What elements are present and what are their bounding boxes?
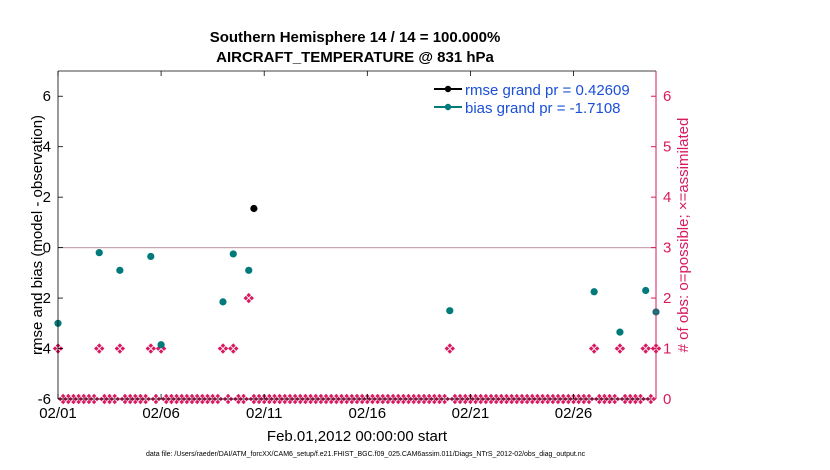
x-tick-label: 02/16 — [349, 405, 387, 422]
obs-count-point-cross — [616, 345, 624, 352]
obs-count-point-cross — [590, 345, 598, 352]
legend-bias-marker — [444, 103, 452, 111]
legend-bias-label: bias grand pr = -1.7108 — [465, 100, 621, 117]
bias-point — [95, 249, 103, 257]
y2-axis-label: # of obs: o=possible; ×=assimilated — [675, 118, 692, 353]
obs-count-point-cross — [642, 345, 650, 352]
bias-point — [157, 341, 165, 349]
y-tick-label: -2 — [38, 290, 51, 307]
obs-count-point-cross — [95, 345, 103, 352]
y2-tick-label: 6 — [663, 88, 671, 105]
y-tick-label: -6 — [38, 391, 51, 408]
x-tick-label: 02/11 — [246, 405, 282, 422]
y2-tick-label: 2 — [663, 290, 671, 307]
obs-count-point-cross — [229, 345, 237, 352]
y2-tick-label: 1 — [663, 341, 671, 358]
bias-point — [116, 266, 124, 274]
obs-count-point-cross — [116, 345, 124, 352]
obs-count-point-cross — [147, 345, 155, 352]
y2-tick-label: 0 — [663, 391, 671, 408]
bias-point — [616, 328, 624, 336]
y-tick-label: 0 — [43, 240, 51, 257]
y2-axis-ticks: 0 1 2 3 4 5 6 — [651, 88, 671, 408]
data-file-footer: data file: /Users/raeder/DAI/ATM_forcXX/… — [146, 451, 586, 458]
y2-tick-label: 4 — [663, 189, 671, 206]
legend-rmse-label: rmse grand pr = 0.42609 — [465, 82, 630, 99]
bias-point — [229, 250, 237, 258]
y2-tick-label: 3 — [663, 240, 671, 257]
bias-point — [642, 286, 650, 295]
obs-count-point-cross — [446, 345, 454, 352]
x-tick-label: 02/01 — [39, 405, 77, 422]
x-axis-ticks: 02/01 02/06 02/11 02/16 02/21 02/26 — [39, 71, 592, 422]
y2-tick-label: 5 — [663, 139, 671, 156]
y-axis-ticks: -6 -4 -2 0 2 4 6 — [38, 88, 63, 408]
legend: rmse grand pr = 0.42609 bias grand pr = … — [434, 82, 630, 117]
y-tick-label: 6 — [43, 88, 51, 105]
chart-subtitle: AIRCRAFT_TEMPERATURE @ 831 hPa — [216, 49, 494, 66]
bias-point — [147, 252, 155, 261]
legend-rmse-marker — [444, 85, 452, 93]
bias-point — [219, 298, 227, 306]
y-tick-label: 2 — [43, 189, 51, 206]
bias-point — [446, 307, 454, 315]
x-axis-label: Feb.01,2012 00:00:00 start — [267, 428, 448, 445]
y-axis-label: rmse and bias (model - observation) — [29, 115, 46, 355]
bias-point — [245, 266, 253, 274]
obs-count-point-cross — [219, 345, 227, 352]
x-tick-label: 02/06 — [142, 405, 180, 422]
bias-point — [590, 288, 598, 296]
rmse-point — [250, 204, 258, 213]
x-tick-label: 02/26 — [555, 405, 593, 422]
obs-count-point-cross — [245, 294, 253, 302]
y-tick-label: -4 — [38, 341, 51, 358]
x-tick-label: 02/21 — [452, 405, 490, 422]
chart-title: Southern Hemisphere 14 / 14 = 100.000% — [210, 29, 501, 46]
y-tick-label: 4 — [43, 139, 51, 156]
